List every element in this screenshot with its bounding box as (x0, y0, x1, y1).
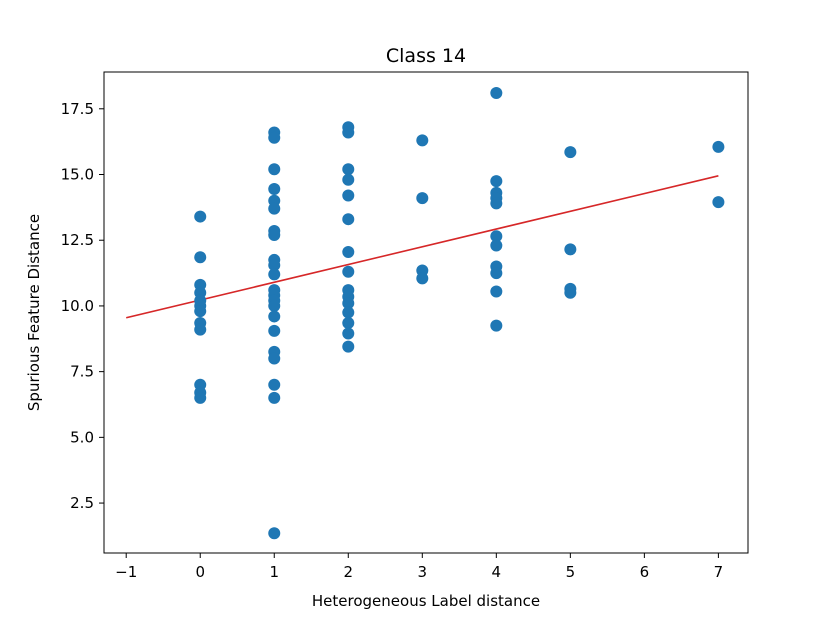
data-point (416, 272, 429, 285)
data-point (342, 265, 355, 278)
data-point (490, 285, 503, 298)
data-point (268, 202, 281, 215)
data-point (268, 527, 281, 540)
data-point (564, 286, 577, 299)
x-tick-label: 0 (195, 563, 205, 581)
data-point (342, 327, 355, 340)
data-point (416, 134, 429, 147)
data-point (342, 163, 355, 176)
y-tick-label: 15.0 (61, 166, 94, 184)
data-point (342, 246, 355, 259)
data-point (490, 319, 503, 332)
x-tick-label: 5 (566, 563, 576, 581)
y-tick-label: 5.0 (70, 428, 94, 446)
x-tick-label: 7 (714, 563, 724, 581)
x-tick-label: 4 (492, 563, 502, 581)
y-tick-label: 10.0 (61, 297, 94, 315)
data-point (712, 196, 725, 209)
data-point (194, 251, 207, 264)
data-point (268, 299, 281, 312)
data-point (268, 378, 281, 391)
data-point (564, 146, 577, 159)
data-point (268, 228, 281, 241)
chart-title: Class 14 (386, 45, 466, 67)
data-point (194, 305, 207, 318)
data-point (342, 340, 355, 353)
data-point (490, 267, 503, 280)
y-tick-label: 17.5 (61, 100, 94, 118)
data-point (194, 391, 207, 404)
data-point (342, 297, 355, 310)
data-point (268, 391, 281, 404)
data-point (268, 324, 281, 337)
y-axis-label: Spurious Feature Distance (25, 214, 43, 411)
data-point (490, 239, 503, 252)
data-point (342, 213, 355, 226)
regression-line (126, 175, 719, 319)
x-tick-label: −1 (115, 563, 137, 581)
data-point (490, 87, 503, 100)
data-point (268, 182, 281, 195)
data-point (416, 192, 429, 205)
data-point (490, 197, 503, 210)
data-point (194, 210, 207, 223)
plot-frame (103, 71, 749, 554)
data-point (194, 323, 207, 336)
y-tick-label: 7.5 (70, 363, 94, 381)
data-point (342, 306, 355, 319)
data-point (268, 131, 281, 144)
data-point (342, 173, 355, 186)
data-point (268, 259, 281, 272)
data-point (490, 175, 503, 188)
data-point (490, 230, 503, 243)
data-point (268, 268, 281, 281)
data-point (712, 140, 725, 153)
data-point (342, 126, 355, 139)
data-point (268, 352, 281, 365)
data-point (564, 243, 577, 256)
x-tick-label: 1 (269, 563, 279, 581)
x-tick-label: 2 (344, 563, 354, 581)
x-tick-label: 6 (640, 563, 650, 581)
data-point (268, 310, 281, 323)
y-tick-label: 2.5 (70, 494, 94, 512)
data-point (342, 189, 355, 202)
x-axis-label: Heterogeneous Label distance (312, 592, 540, 610)
data-point (342, 317, 355, 330)
y-tick-label: 12.5 (61, 231, 94, 249)
data-point (268, 163, 281, 176)
x-tick-label: 3 (418, 563, 428, 581)
